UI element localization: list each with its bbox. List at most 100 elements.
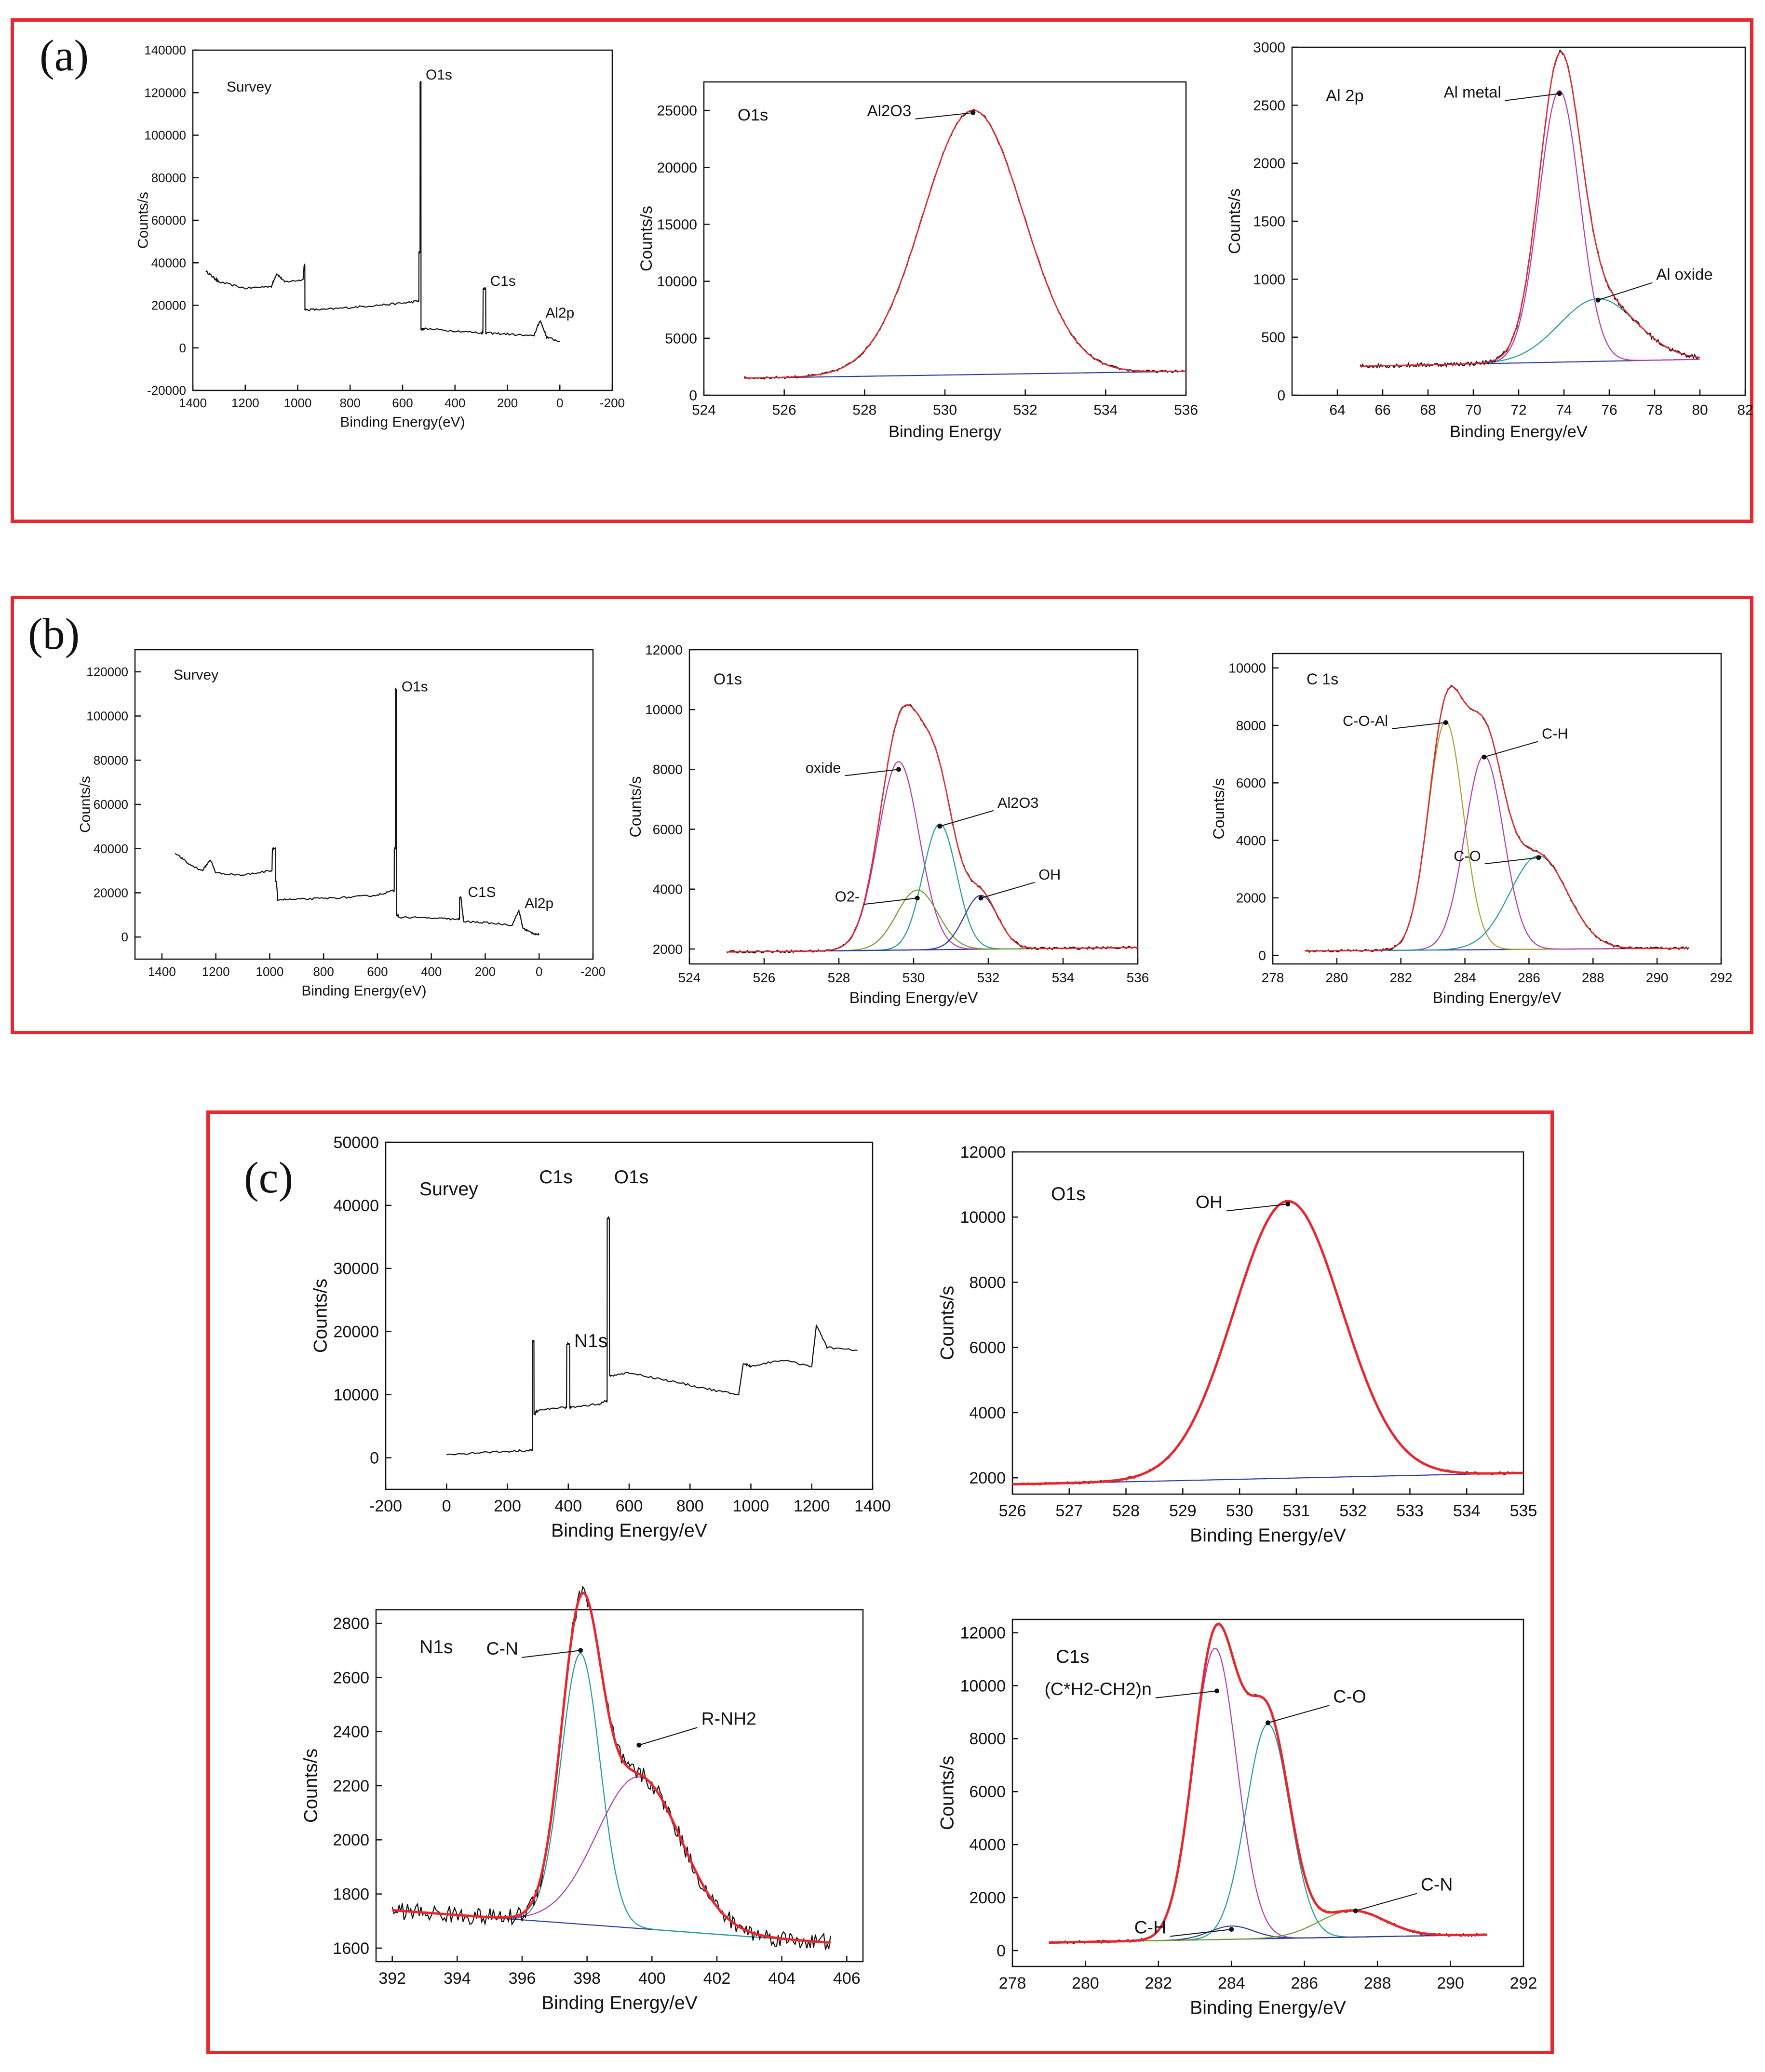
panel-label-c: (c)	[244, 1153, 294, 1202]
x-tick-label: 288	[1364, 1974, 1391, 1992]
x-tick-label: 280	[1325, 970, 1348, 985]
y-tick-label: 50000	[333, 1134, 379, 1152]
y-tick-label: 2000	[653, 942, 683, 957]
plot-a-survey: 1400 1200 1000 800 600 400 200 0 -200 -20000 0 2000…	[135, 43, 625, 430]
panel-label-b: (b)	[28, 609, 80, 658]
fitted-envelope-line	[744, 109, 1186, 379]
x-tick-label: 532	[977, 970, 1000, 985]
x-tick-label: 800	[313, 964, 334, 979]
component-almetal-line	[1360, 90, 1700, 367]
annotation-arrow-head	[915, 896, 920, 901]
measured-spectrum-line	[744, 108, 1186, 380]
x-axis-label: Binding Energy/eV	[551, 1521, 707, 1541]
annotation-label: OH	[1196, 1191, 1223, 1212]
annotation-arrow	[1226, 1203, 1288, 1212]
x-axis-label: Binding Energy(eV)	[340, 414, 465, 430]
x-tick-label: 290	[1437, 1974, 1464, 1992]
y-tick-label: 20000	[94, 886, 128, 900]
y-tick-label: 6000	[653, 822, 683, 837]
annotation-arrow-head	[636, 1742, 642, 1748]
y-tick-label: 8000	[969, 1273, 1006, 1292]
annotation-arrow-head	[1536, 855, 1541, 860]
y-tick-label: 10000	[645, 702, 683, 717]
annotation-arrow-head	[1285, 1202, 1291, 1207]
y-tick-label: 15000	[657, 217, 697, 233]
y-tick-label: 1500	[1253, 214, 1285, 230]
annotation-arrow	[981, 882, 1035, 899]
component-al2o3-line	[727, 823, 1138, 953]
peak-label: O1s	[426, 67, 452, 83]
component-co-line	[1305, 855, 1689, 952]
y-axis-label: Counts/s	[1226, 188, 1244, 254]
y-tick-label: 2800	[333, 1615, 369, 1633]
plot-c-c1s: 278 280 282 284 286 288 290 292 0 2000 4000 6000 800…	[937, 1618, 1537, 2019]
x-tick-label: 200	[494, 1497, 521, 1515]
y-tick-label: 0	[121, 930, 128, 944]
x-tick-label: 66	[1374, 402, 1390, 418]
y-tick-label: 12000	[960, 1143, 1006, 1162]
y-tick-label: 3000	[1253, 40, 1285, 56]
x-tick-label: 534	[1052, 970, 1075, 985]
x-tick-label: 290	[1646, 970, 1669, 985]
annotation-arrow-head	[937, 824, 943, 829]
y-tick-label: 30000	[333, 1260, 379, 1278]
x-tick-label: 200	[497, 396, 518, 410]
x-tick-label: -200	[580, 964, 606, 979]
chart-title: Survey	[227, 79, 271, 95]
x-tick-label: 292	[1510, 1974, 1537, 1992]
y-tick-label: 2000	[969, 1469, 1006, 1487]
y-tick-label: 20000	[333, 1323, 379, 1341]
annotation-arrow-head	[1214, 1688, 1219, 1694]
x-tick-label: 0	[556, 396, 563, 410]
frame-c	[206, 1110, 1554, 2054]
plot-c-o1s: 526 527 528 529 530 531 532 533 534 535 2000 4000 60…	[937, 1143, 1537, 1546]
x-tick-label: 78	[1646, 402, 1662, 418]
component-oxide-line	[727, 761, 1138, 953]
annotation-label: C-N	[1421, 1874, 1453, 1895]
x-tick-label: 530	[1226, 1502, 1253, 1520]
annotation-label: C-H	[1542, 725, 1568, 742]
y-tick-label: 2600	[333, 1669, 369, 1687]
annotation-arrow	[639, 1727, 698, 1746]
x-axis-label: Binding Energy/eV	[1190, 1525, 1346, 1546]
y-tick-label: 0	[997, 1942, 1006, 1960]
component-cn-line	[392, 1653, 831, 1943]
y-tick-label: 0	[179, 341, 186, 355]
x-axis-label: Binding Energy/eV	[541, 1993, 698, 2014]
y-axis-label: Counts/s	[637, 206, 656, 271]
x-tick-label: 1400	[179, 396, 207, 410]
peak-label: C1S	[468, 884, 496, 900]
annotation-label: Al2O3	[997, 794, 1039, 811]
x-axis-label: Binding Energy/eV	[849, 989, 978, 1006]
plot-frame	[192, 49, 613, 391]
y-tick-label: 100000	[144, 128, 186, 143]
fitted-envelope-line	[1012, 1200, 1524, 1486]
y-tick-label: 20000	[657, 160, 697, 176]
annotation-arrow-head	[1353, 1908, 1358, 1913]
plot-b-survey: 1400 1200 1000 800 600 400 200 0 -200 0 20000 40000…	[77, 649, 606, 999]
x-tick-label: 288	[1582, 970, 1604, 985]
annotation-arrow	[915, 112, 973, 120]
annotation-label: Al oxide	[1656, 266, 1712, 283]
component-ch-line	[1305, 755, 1689, 952]
x-tick-label: 535	[1510, 1502, 1537, 1520]
annotation-arrow-head	[1443, 720, 1448, 725]
x-tick-label: 1200	[794, 1497, 830, 1515]
x-tick-label: 64	[1329, 402, 1345, 418]
y-tick-label: 1600	[333, 1939, 369, 1958]
x-tick-label: 282	[1389, 970, 1412, 985]
y-tick-label: 0	[1258, 948, 1266, 963]
x-tick-label: 400	[445, 396, 465, 410]
x-tick-label: 528	[1112, 1502, 1140, 1520]
y-tick-label: 60000	[151, 213, 186, 227]
peak-label: Al2p	[525, 896, 553, 911]
y-tick-label: 12000	[645, 642, 683, 657]
x-tick-label: 282	[1145, 1974, 1172, 1992]
x-tick-label: 74	[1556, 402, 1572, 418]
annotation-arrow	[1391, 722, 1446, 729]
x-tick-label: 528	[828, 970, 850, 985]
plot-a-al2p: 64 66 68 70 72 74 76 78 80 82 0 500 1000 1500 2000 2500…	[1226, 40, 1753, 441]
annotation-arrow-head	[1595, 297, 1601, 303]
annotation-arrow	[1484, 857, 1539, 865]
fitted-envelope-line	[727, 704, 1138, 953]
